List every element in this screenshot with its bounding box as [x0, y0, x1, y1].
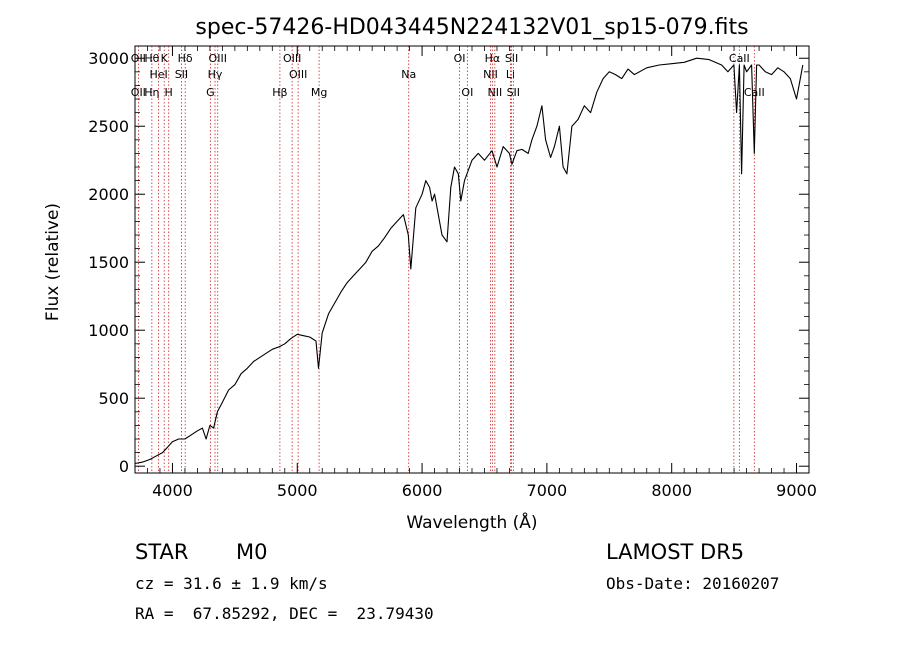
line-marker-label: Hβ: [272, 86, 287, 99]
line-marker-label: OIII: [283, 52, 301, 65]
line-marker-label: SII: [175, 68, 188, 81]
plot-frame: [134, 45, 810, 474]
line-marker-label: Hδ: [178, 52, 193, 65]
line-marker-label: Hα: [485, 52, 501, 65]
x-axis-label: Wavelength (Å): [406, 511, 537, 533]
x-tick-label: 6000: [402, 481, 443, 500]
line-marker-label: SII: [505, 52, 518, 65]
obs-date-text: Obs-Date: 20160207: [606, 574, 780, 593]
line-marker-label: CaII: [744, 86, 765, 99]
x-tick-label: 4000: [152, 481, 193, 500]
survey-name: LAMOST DR5: [606, 540, 745, 564]
line-marker-label: OIII: [209, 52, 227, 65]
x-tick-label: 5000: [277, 481, 318, 500]
line-marker-label: Hη: [144, 86, 159, 99]
line-marker-label: Li: [506, 68, 515, 81]
line-marker-label: H: [165, 86, 173, 99]
y-axis-label: Flux (relative): [43, 203, 63, 321]
line-marker-label: Na: [401, 68, 416, 81]
x-tick-label: 9000: [776, 481, 817, 500]
line-marker-label: CaII: [729, 52, 750, 65]
x-tick-label: 8000: [651, 481, 692, 500]
line-marker-label: OI: [461, 86, 473, 99]
y-tick-label: 2000: [88, 185, 129, 204]
redshift-text: cz = 31.6 ± 1.9 km/s: [135, 574, 328, 593]
line-marker-label: Mg: [311, 86, 327, 99]
y-tick-label: 1500: [88, 253, 129, 272]
line-marker-label: G: [206, 86, 215, 99]
spectral-subclass: M0: [236, 540, 268, 564]
y-tick-label: 0: [119, 457, 129, 476]
line-marker-label: SII: [507, 86, 520, 99]
line-marker-label: NII: [487, 86, 502, 99]
y-tick-label: 1000: [88, 321, 129, 340]
line-marker-label: OI: [454, 52, 466, 65]
spectral-class: STAR: [135, 540, 189, 564]
line-marker-label: NII: [483, 68, 498, 81]
line-marker-label: OIII: [289, 68, 307, 81]
chart-title: spec-57426-HD043445N224132V01_sp15-079.f…: [195, 15, 748, 40]
line-marker-label: Hγ: [208, 68, 223, 81]
y-tick-label: 3000: [88, 49, 129, 68]
line-marker-label: HeI: [149, 68, 167, 81]
spectrum-line: [134, 57, 804, 465]
line-marker-label: Hθ: [144, 52, 159, 65]
coordinates-text: RA = 67.85292, DEC = 23.79430: [135, 604, 434, 623]
y-tick-label: 500: [98, 389, 129, 408]
line-marker-label: K: [161, 52, 169, 65]
y-tick-label: 2500: [88, 117, 129, 136]
x-tick-label: 7000: [527, 481, 568, 500]
